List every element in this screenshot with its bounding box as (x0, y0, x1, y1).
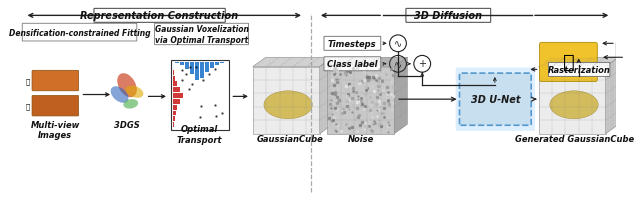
Ellipse shape (550, 91, 598, 119)
FancyBboxPatch shape (32, 96, 79, 116)
FancyBboxPatch shape (94, 9, 225, 23)
FancyBboxPatch shape (324, 37, 381, 51)
FancyBboxPatch shape (548, 63, 610, 77)
Ellipse shape (111, 87, 129, 103)
Bar (195, 63, 199, 80)
Ellipse shape (125, 86, 143, 98)
Bar (173, 123, 174, 128)
Bar (173, 76, 175, 81)
Polygon shape (539, 58, 619, 67)
Text: 📷: 📷 (25, 78, 29, 84)
Polygon shape (253, 58, 333, 67)
Text: 3D U-Net: 3D U-Net (470, 95, 520, 105)
Bar (173, 82, 177, 87)
FancyBboxPatch shape (32, 71, 79, 91)
Polygon shape (320, 58, 333, 134)
FancyBboxPatch shape (154, 24, 248, 45)
Text: GaussianCube: GaussianCube (257, 134, 323, 143)
Polygon shape (253, 67, 320, 134)
Text: +: + (418, 59, 426, 69)
Text: 📷: 📷 (25, 103, 29, 110)
Text: ∿: ∿ (394, 60, 402, 69)
FancyBboxPatch shape (324, 58, 381, 71)
Text: 3DGS: 3DGS (114, 120, 140, 129)
Bar (173, 88, 180, 93)
Bar (180, 63, 184, 66)
Bar (205, 63, 209, 73)
Polygon shape (327, 58, 407, 67)
Bar (220, 63, 224, 64)
Text: 🚗: 🚗 (563, 53, 574, 72)
Bar (173, 105, 177, 110)
Text: Densification-constrained Fitting: Densification-constrained Fitting (9, 29, 150, 38)
FancyBboxPatch shape (456, 68, 535, 131)
Bar (189, 63, 194, 75)
Text: Class label: Class label (327, 60, 378, 69)
Text: Multi-view
Images: Multi-view Images (31, 120, 80, 139)
Bar (173, 117, 175, 122)
FancyBboxPatch shape (171, 61, 228, 130)
Bar (215, 63, 219, 65)
Polygon shape (327, 67, 394, 134)
Bar (175, 63, 179, 64)
Ellipse shape (264, 91, 312, 119)
FancyBboxPatch shape (22, 24, 137, 42)
Text: Optimal
Transport: Optimal Transport (177, 125, 223, 144)
Text: Noise: Noise (348, 134, 374, 143)
Bar (173, 94, 182, 99)
Polygon shape (539, 67, 605, 134)
Polygon shape (605, 58, 619, 134)
Bar (173, 70, 174, 75)
Ellipse shape (117, 74, 137, 98)
Text: Representation Construction: Representation Construction (81, 11, 239, 21)
Ellipse shape (124, 100, 138, 109)
Bar (210, 63, 214, 69)
Bar (173, 99, 180, 104)
Text: Gaussian Voxelization
via Optimal Transport: Gaussian Voxelization via Optimal Transp… (155, 25, 248, 44)
Text: ∿: ∿ (394, 39, 402, 49)
Text: Generated GaussianCube: Generated GaussianCube (515, 134, 634, 143)
FancyBboxPatch shape (406, 9, 491, 23)
Bar (173, 111, 176, 116)
Text: Timesteps: Timesteps (328, 40, 377, 49)
FancyBboxPatch shape (460, 74, 531, 126)
Text: Rasterization: Rasterization (548, 65, 611, 74)
Polygon shape (394, 58, 407, 134)
Bar (200, 63, 204, 78)
Text: 3D Diffusion: 3D Diffusion (414, 11, 483, 21)
FancyBboxPatch shape (540, 43, 597, 82)
Bar (184, 63, 189, 70)
